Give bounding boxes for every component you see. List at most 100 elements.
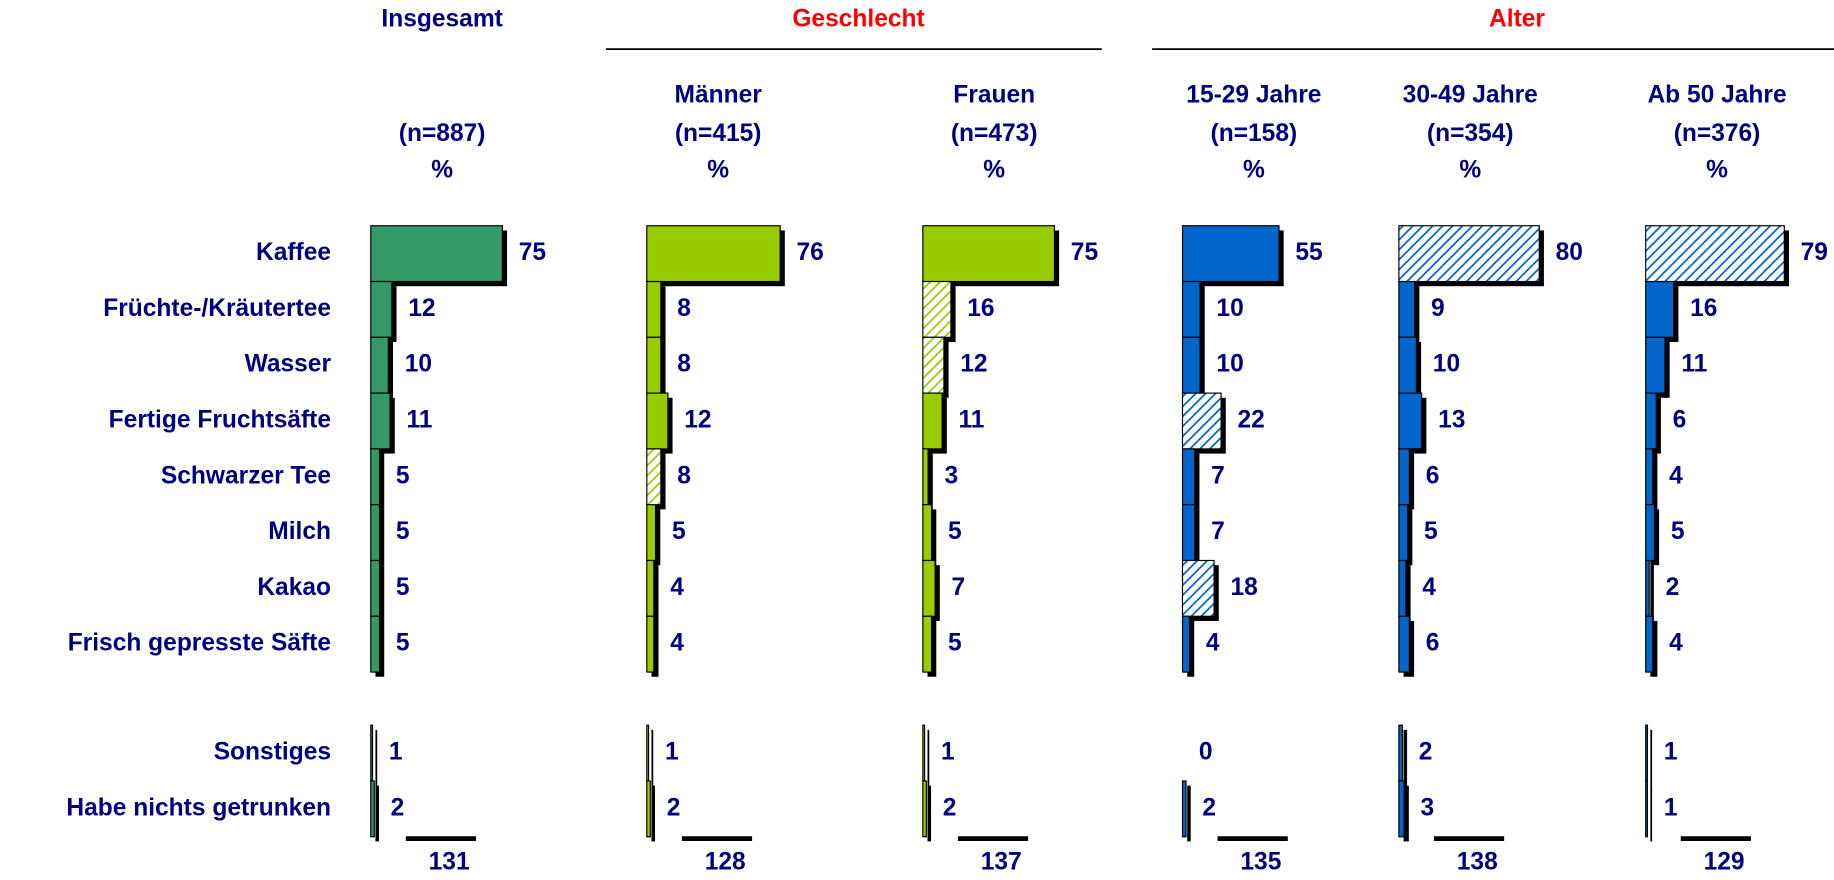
value-label: 16	[1690, 295, 1717, 322]
series-name: 30-49 Jahre	[1403, 81, 1538, 108]
bar	[646, 504, 657, 562]
bar	[1181, 615, 1191, 673]
bar	[1398, 559, 1407, 617]
value-label: 7	[952, 574, 966, 601]
panel-title: Geschlecht	[792, 5, 924, 32]
value-label: 5	[396, 462, 410, 489]
bar	[646, 724, 650, 782]
bar	[370, 504, 381, 562]
value-label: 4	[1669, 630, 1683, 657]
bar	[1645, 780, 1649, 838]
value-label: 75	[519, 239, 546, 266]
bar	[922, 559, 936, 617]
value-label: 8	[677, 295, 691, 322]
series-name: Männer	[675, 81, 763, 108]
value-label: 4	[670, 630, 684, 657]
bar	[646, 559, 655, 617]
bar-shadow	[927, 453, 933, 510]
value-label: 8	[677, 462, 691, 489]
unit-label: %	[983, 156, 1005, 183]
bar	[646, 780, 651, 838]
bar	[1181, 559, 1215, 617]
bar-shadow	[1650, 729, 1653, 786]
bar	[1398, 724, 1403, 782]
unit-label: %	[1706, 156, 1728, 183]
value-label: 10	[1216, 351, 1243, 378]
value-label: 16	[967, 295, 994, 322]
bar-shadow	[1650, 453, 1658, 510]
panel-title: Alter	[1489, 5, 1545, 32]
value-label: 76	[797, 239, 824, 266]
bar	[1181, 336, 1201, 394]
value-label: 5	[672, 518, 686, 545]
value-label: 2	[1202, 794, 1216, 821]
series-name: 15-29 Jahre	[1186, 81, 1321, 108]
value-label: 10	[1216, 295, 1243, 322]
bar	[1181, 448, 1196, 506]
value-label: 1	[665, 739, 679, 766]
series-n: (n=376)	[1674, 120, 1761, 147]
bar	[370, 724, 374, 782]
bar	[922, 392, 943, 450]
bar	[370, 225, 503, 283]
bar	[1645, 448, 1654, 506]
value-label: 12	[960, 351, 987, 378]
value-label: 11	[959, 406, 985, 433]
bar	[1398, 504, 1409, 562]
bar-shadow	[375, 729, 378, 786]
bar	[1645, 225, 1785, 283]
bar	[1645, 392, 1657, 450]
series-n: (n=158)	[1211, 120, 1298, 147]
bar-shadow	[1650, 565, 1654, 621]
series-name: Ab 50 Jahre	[1647, 81, 1786, 108]
total-label: 138	[1457, 849, 1498, 875]
value-label: 80	[1556, 239, 1583, 266]
total-label: 129	[1704, 849, 1745, 875]
bar-shadow	[1650, 620, 1658, 677]
value-label: 5	[396, 518, 410, 545]
value-label: 5	[1424, 518, 1438, 545]
category-label: Kakao	[257, 574, 331, 601]
bar	[646, 615, 655, 673]
series-n: (n=887)	[399, 120, 486, 147]
value-label: 7	[1211, 518, 1225, 545]
bar-shadow	[651, 729, 654, 786]
bar	[922, 280, 952, 338]
series-n: (n=354)	[1427, 120, 1514, 147]
unit-label: %	[1459, 156, 1481, 183]
bar	[1181, 225, 1280, 283]
bar	[1398, 225, 1540, 283]
category-label: Frisch gepresste Säfte	[68, 630, 331, 657]
value-label: 10	[1433, 351, 1460, 378]
bar-shadow	[1187, 620, 1195, 677]
unit-label: %	[1243, 156, 1265, 183]
value-label: 5	[396, 630, 410, 657]
bar	[1398, 448, 1411, 506]
value-label: 11	[406, 406, 432, 433]
category-label: Milch	[268, 518, 331, 545]
category-label: Habe nichts getrunken	[66, 794, 331, 821]
bar	[1398, 392, 1423, 450]
bar	[370, 780, 375, 838]
bar	[370, 392, 391, 450]
bar	[370, 448, 381, 506]
total-label: 128	[705, 849, 746, 875]
bar	[370, 559, 381, 617]
bar	[646, 225, 781, 283]
value-label: 13	[1438, 406, 1465, 433]
value-label: 1	[389, 739, 403, 766]
value-label: 11	[1681, 351, 1707, 378]
bar-shadow	[1187, 785, 1191, 842]
value-label: 55	[1295, 239, 1322, 266]
value-label: 2	[1419, 739, 1433, 766]
value-label: 0	[1199, 739, 1213, 766]
bar	[1645, 280, 1675, 338]
bar-shadow	[927, 785, 932, 842]
bar	[1645, 559, 1650, 617]
bar	[1645, 724, 1649, 782]
panel-title: Insgesamt	[381, 5, 502, 32]
value-label: 2	[667, 794, 681, 821]
value-label: 2	[1666, 574, 1680, 601]
value-label: 2	[391, 794, 405, 821]
